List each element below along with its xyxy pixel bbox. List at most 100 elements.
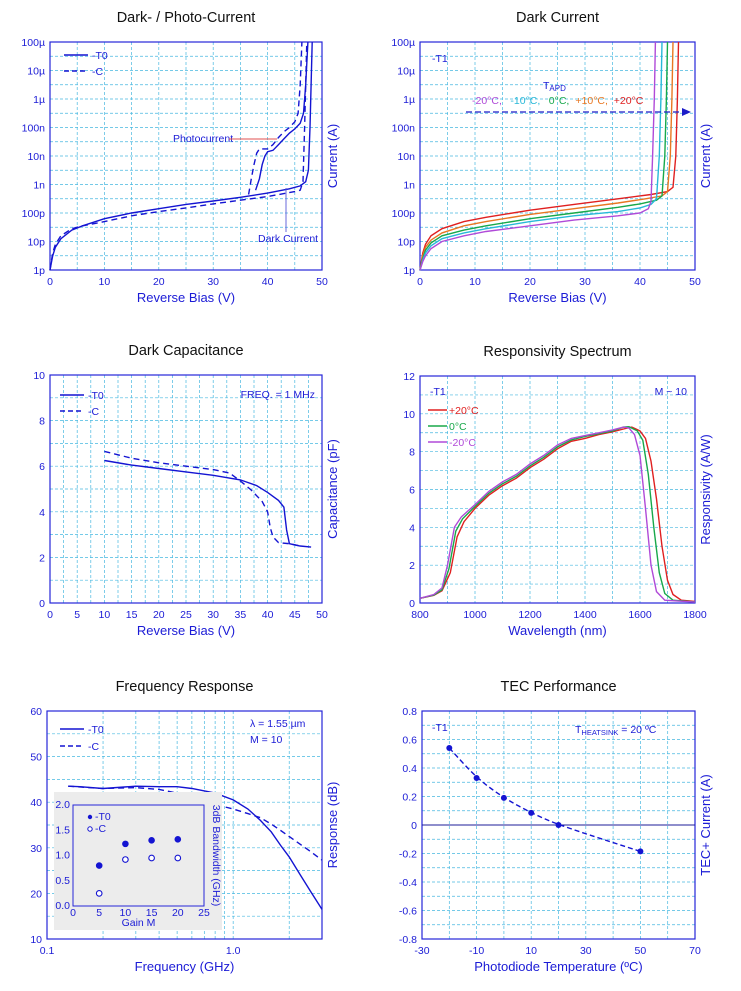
y-tick-label: 0 — [411, 820, 417, 832]
inset-x-tick: 25 — [198, 907, 210, 919]
y-axis-label: Responsivity (A/W) — [698, 434, 713, 545]
inset-legend-marker — [87, 814, 93, 820]
x-tick-label: 30 — [579, 276, 591, 288]
data-point — [473, 774, 480, 781]
series-line — [419, 41, 680, 271]
y-tick-label: 1n — [403, 180, 415, 192]
x-tick-label: 40 — [262, 609, 274, 621]
y-tick-label: -0.8 — [399, 934, 417, 946]
inset-data-point — [95, 862, 103, 869]
inset-x-tick: 10 — [120, 907, 132, 919]
y-tick-label: 12 — [403, 371, 415, 383]
y-tick-label: 10p — [27, 237, 45, 249]
y-tick-label: 100n — [392, 123, 416, 135]
x-tick-label: 1400 — [573, 609, 597, 621]
series-line — [254, 41, 309, 191]
x-axis-label: Reverse Bias (V) — [137, 290, 235, 305]
inset-legend-marker — [87, 826, 93, 832]
legend-label: -C — [88, 741, 99, 753]
y-tick-label: -0.6 — [399, 906, 417, 918]
x-tick-label: 10 — [525, 945, 537, 957]
inset-data-point — [95, 890, 103, 897]
legend-label: -T0 — [88, 390, 104, 402]
gain-note: M = 10 — [250, 734, 283, 746]
y-axis-label: Capacitance (pF) — [325, 439, 340, 539]
y-tick-label: 30 — [30, 843, 42, 855]
device-label: -T1 — [432, 722, 448, 734]
chart-tec-performance: -30 -10 10 30 50 70 -0.8 -0.6 -0.4 -0.2 0 0.2 0.4 0.6… — [399, 679, 713, 974]
data-point — [555, 822, 562, 828]
chart-dark-photo-current: 0 10 20 30 40 50 1p 10p 100p 1n 10n 100n 1µ 10µ 100µ Da… — [21, 10, 340, 305]
y-axis-label: Current (A) — [698, 124, 713, 188]
y-tick-label: 6 — [409, 485, 415, 497]
series-line — [104, 459, 312, 548]
y-tick-label: 40 — [30, 797, 42, 809]
inset-y-label: 3dB Bandwidth (GHz) — [210, 805, 222, 907]
heatsink-note: THEATSINK = 20 ºC — [575, 724, 657, 737]
y-tick-label: 1n — [33, 180, 45, 192]
data-point — [528, 809, 535, 816]
dark-current-label: Dark Current — [258, 233, 318, 245]
x-tick-label: 10 — [99, 609, 111, 621]
inset-background — [54, 792, 222, 930]
plot-frame — [46, 710, 323, 940]
inset-x-tick: 0 — [70, 907, 76, 919]
inset-data-point — [174, 854, 182, 862]
x-tick-label: 35 — [235, 609, 247, 621]
chart-dark-capacitance: 0 5 10 15 20 25 30 35 40 45 50 0 2 4 6 8 10 Dark Capacita… — [33, 343, 340, 638]
series-line — [419, 41, 669, 271]
x-tick-label: 1800 — [683, 609, 707, 621]
y-tick-label: 10n — [27, 151, 45, 163]
series-line — [419, 426, 696, 603]
legend-label: -20°C — [449, 437, 476, 449]
y-tick-label: 50 — [30, 752, 42, 764]
inset-frame — [72, 804, 205, 907]
inset-x-tick: 20 — [172, 907, 184, 919]
legend-label: -T0 — [92, 50, 108, 62]
y-tick-label: 10 — [30, 934, 42, 946]
inset-y-tick: 0.0 — [55, 900, 70, 912]
y-tick-label: 100µ — [21, 37, 45, 49]
x-axis-label: Wavelength (nm) — [508, 623, 607, 638]
gain-note: M ~ 10 — [655, 386, 688, 398]
y-tick-label: 0.8 — [402, 706, 417, 718]
y-tick-label: 1p — [33, 265, 45, 277]
x-tick-label: 50 — [316, 276, 328, 288]
temperature-label: 0°C, — [549, 95, 570, 107]
x-tick-label: 25 — [180, 609, 192, 621]
heatsink-subscript: HEATSINK — [581, 728, 618, 737]
x-tick-label: 50 — [635, 945, 647, 957]
x-tick-label: 50 — [316, 609, 328, 621]
inset-data-point — [122, 840, 129, 848]
inset-x-label: Gain M — [122, 917, 156, 929]
x-tick-label: 10 — [99, 276, 111, 288]
x-tick-label: 1200 — [518, 609, 542, 621]
y-tick-label: 10 — [403, 409, 415, 421]
inset-data-point — [148, 854, 155, 862]
y-tick-label: 4 — [39, 507, 45, 519]
x-axis-label: Reverse Bias (V) — [508, 290, 606, 305]
x-tick-label: 20 — [524, 276, 536, 288]
x-tick-label: 5 — [74, 609, 80, 621]
y-tick-label: 10µ — [397, 66, 415, 78]
series-line — [49, 41, 313, 271]
x-tick-label: 1600 — [628, 609, 652, 621]
y-tick-label: 8 — [39, 416, 45, 428]
wavelength-note: λ = 1.55 µm — [250, 718, 306, 730]
legend-label: -C — [88, 406, 99, 418]
x-tick-label: 1.0 — [226, 945, 241, 957]
x-tick-label: 10 — [469, 276, 481, 288]
x-tick-label: 800 — [411, 609, 429, 621]
x-tick-label: 30 — [207, 276, 219, 288]
inset-legend-label: -T0 — [95, 811, 111, 823]
arrow-head — [682, 108, 691, 116]
temperature-label: -10°C, — [510, 95, 540, 107]
x-tick-label: 70 — [689, 945, 701, 957]
x-axis-label: Photodiode Temperature (ºC) — [474, 959, 643, 974]
series-line — [68, 785, 323, 861]
tapd-label: TAPD — [543, 80, 566, 93]
chart-responsivity: 800 1000 1200 1400 1600 1800 0 2 4 6 8 10 12 Responsi… — [403, 344, 713, 638]
legend-label: -T0 — [88, 724, 104, 736]
